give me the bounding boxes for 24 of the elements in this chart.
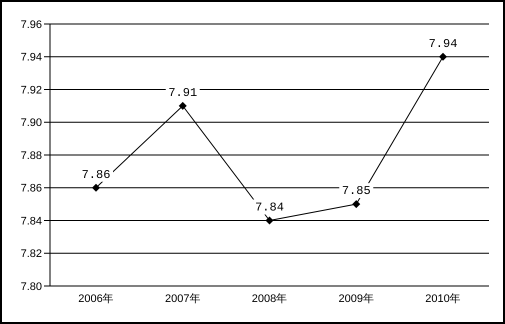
y-tick-label: 7.86 [20, 182, 42, 195]
y-tick-label: 7.88 [20, 150, 42, 162]
point [92, 184, 100, 192]
point [439, 52, 447, 61]
x-tick-label: 2010年 [425, 292, 461, 305]
y-tick-label: 7.96 [20, 18, 42, 31]
y-tick-label: 7.80 [20, 280, 42, 293]
x-tick-label: 2007年 [165, 292, 200, 305]
data-label: 7.94 [428, 36, 458, 51]
point [178, 102, 187, 110]
y-tick-label: 7.92 [20, 84, 42, 96]
y-tick-label: 7.84 [20, 215, 42, 228]
data-label: 7.84 [255, 200, 284, 214]
x-tick-label: 2008年 [252, 292, 288, 305]
x-tick-label: 2009年 [338, 292, 374, 305]
point [352, 200, 360, 208]
data-label: 7.91 [168, 86, 198, 100]
point [266, 216, 274, 224]
x-tick-label: 2006年 [78, 292, 114, 305]
y-tick-label: 7.94 [20, 52, 42, 64]
y-tick-label: 7.82 [20, 248, 42, 260]
y-tick-label: 7.90 [20, 117, 42, 130]
data-label: 7.86 [82, 168, 110, 182]
data-label: 7.85 [342, 184, 371, 198]
